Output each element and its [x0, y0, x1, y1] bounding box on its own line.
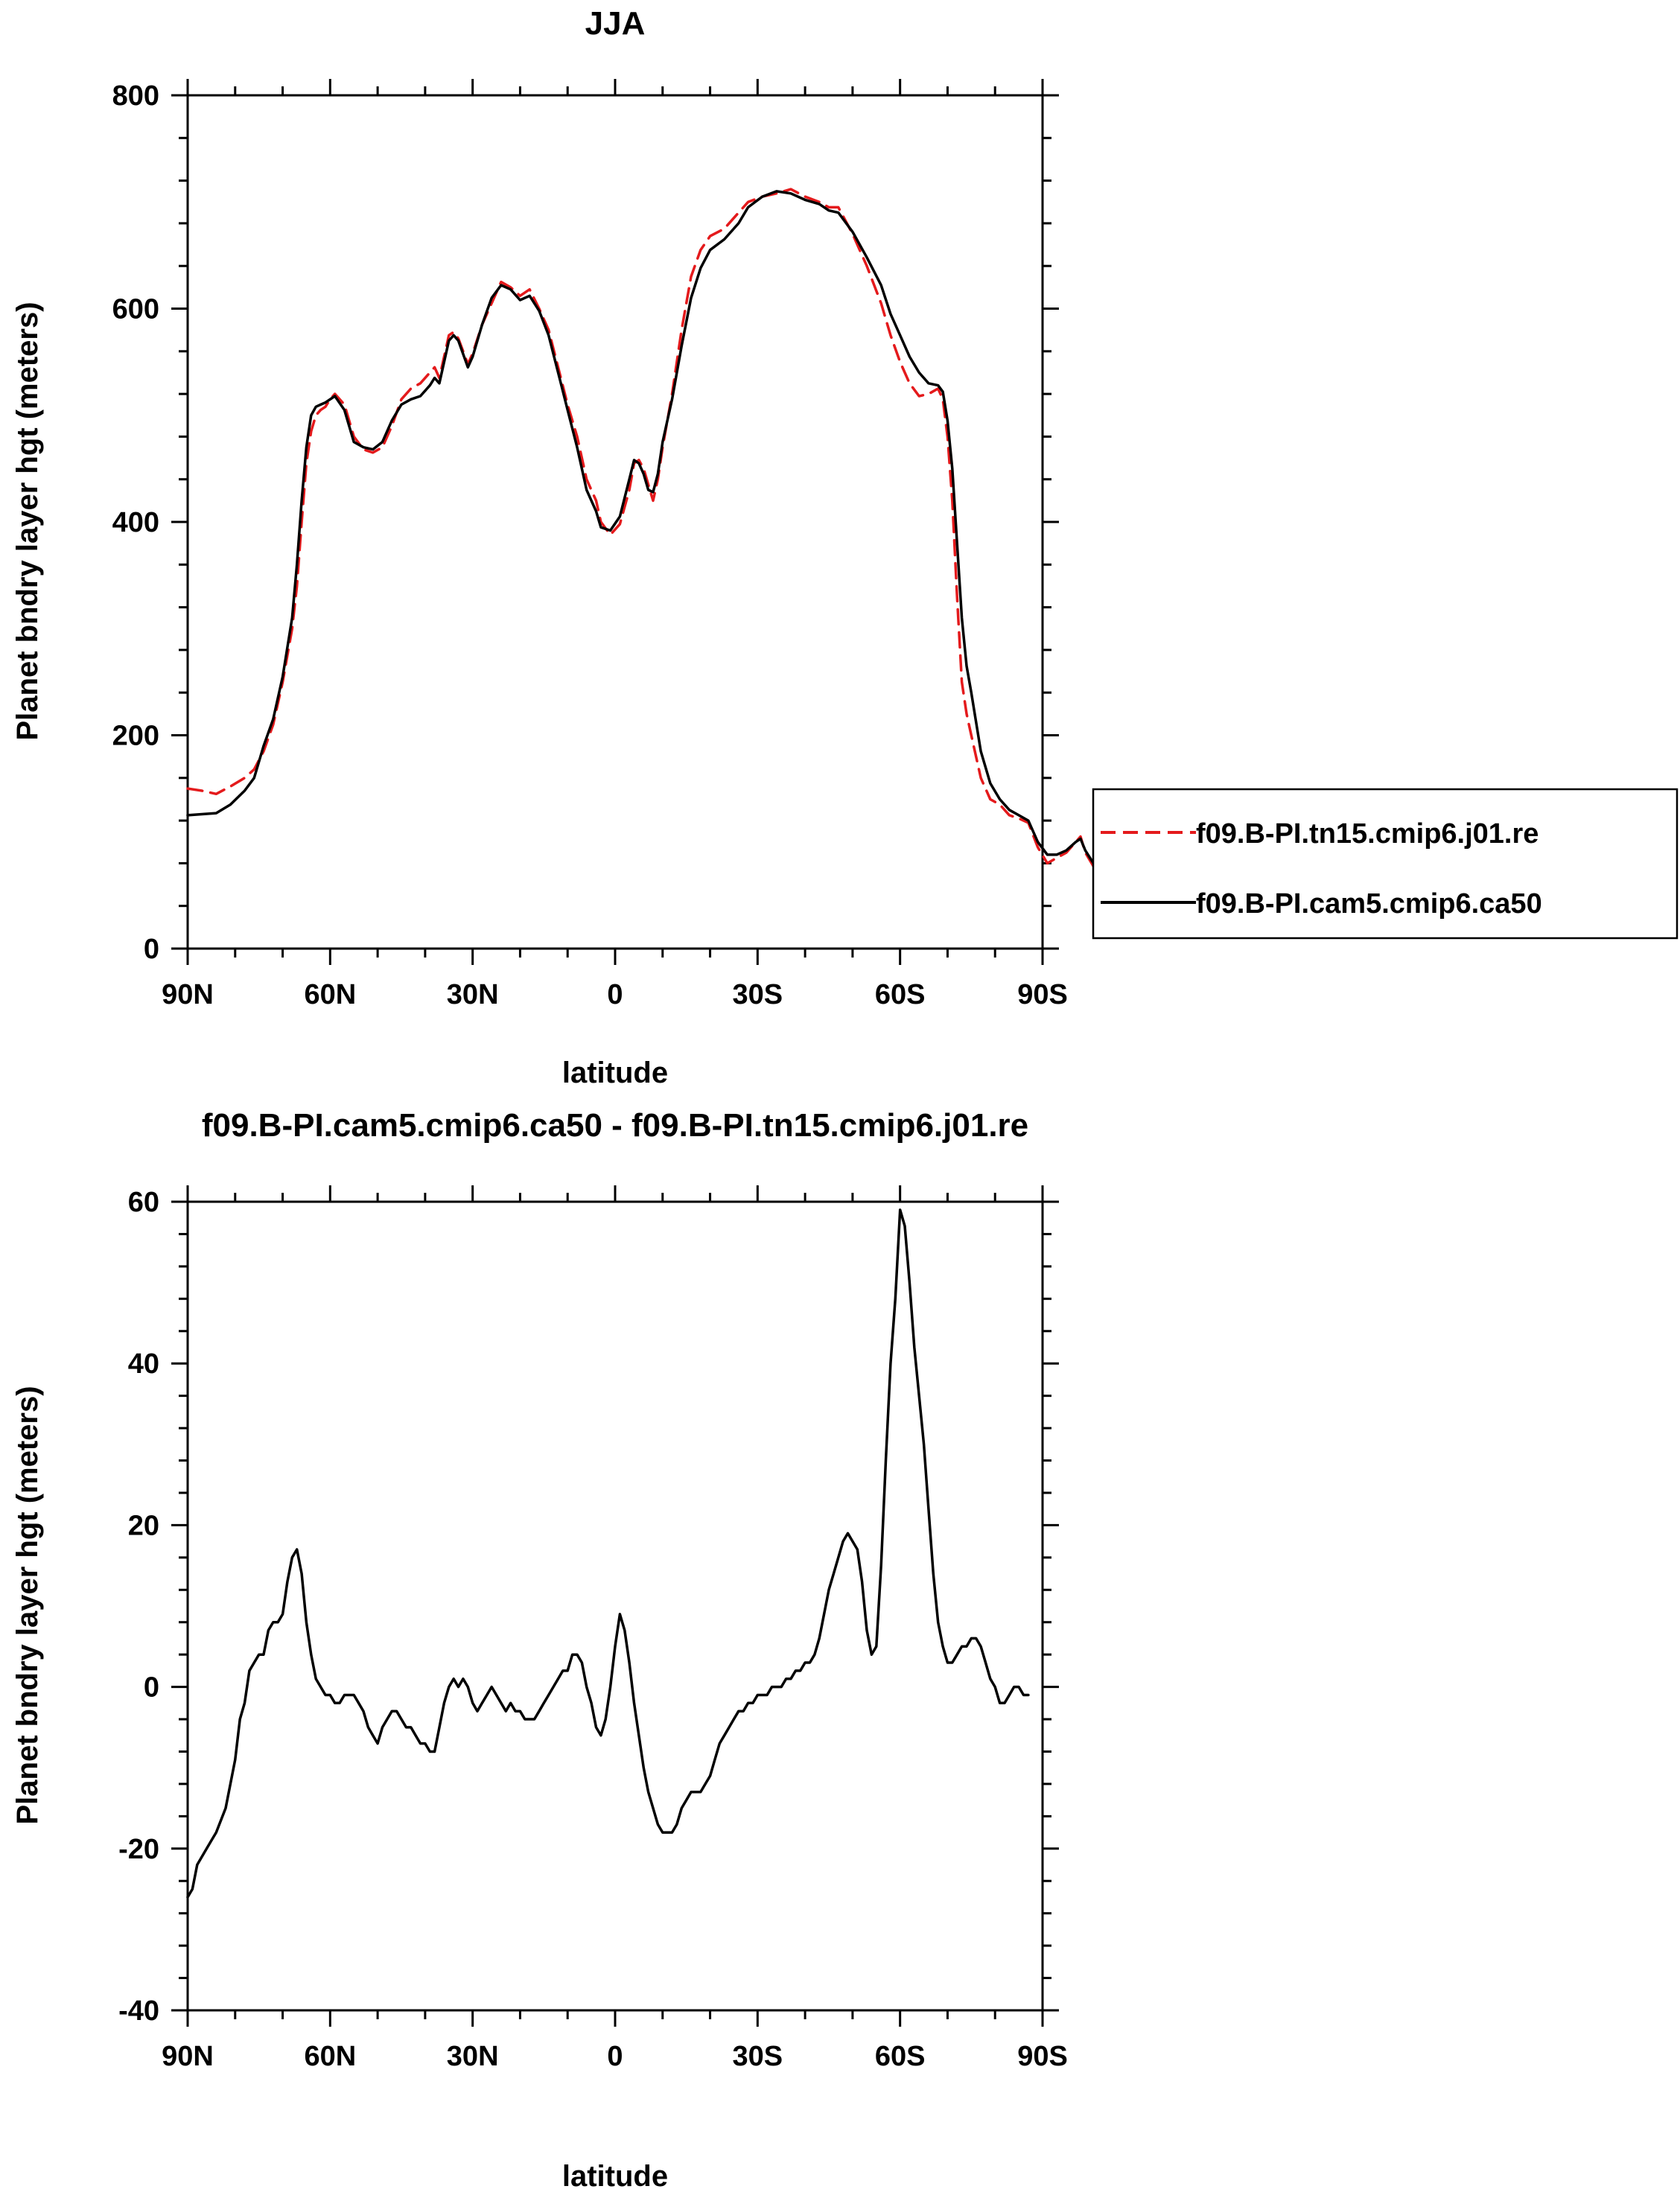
legend-box [1092, 788, 1679, 940]
x-tick-label: 60S [875, 979, 926, 1010]
bottom-chart-series-1-line [186, 1208, 1030, 1899]
bottom-chart-lines [186, 1208, 1030, 1899]
bottom-chart-y-axis-label: Planet bndry layer hgt (meters) [11, 1386, 44, 1824]
top-chart-y-tick-labels: 0 200 400 600 800 [112, 80, 159, 965]
y-tick-label: -20 [118, 1834, 159, 1865]
x-tick-label: 90S [1017, 2041, 1068, 2072]
x-tick-label: 60N [304, 2041, 356, 2072]
bottom-chart-panel: f09.B-PI.cam5.cmip6.ca50 - f09.B-PI.tn15… [11, 1107, 1068, 2192]
top-chart-title: JJA [585, 5, 646, 42]
top-chart-lines [186, 188, 1116, 888]
y-tick-label: 600 [112, 294, 159, 325]
x-tick-label: 0 [607, 979, 623, 1010]
x-tick-label: 60S [875, 2041, 926, 2072]
bottom-chart-title: f09.B-PI.cam5.cmip6.ca50 - f09.B-PI.tn15… [202, 1107, 1028, 1144]
bottom-chart-plot-frame [186, 1200, 1044, 2012]
x-tick-label: 30N [447, 2041, 499, 2072]
x-tick-label: 90S [1017, 979, 1068, 1010]
bottom-chart-x-axis-label: latitude [562, 2160, 668, 2192]
y-tick-label: 0 [144, 934, 159, 965]
top-chart-x-tick-labels: 90N 60N 30N 0 30S 60S 90S [162, 979, 1068, 1010]
legend-label-series-1: f09.B-PI.tn15.cmip6.j01.re [1196, 818, 1539, 850]
legend: f09.B-PI.tn15.cmip6.j01.re f09.B-PI.cam5… [1092, 788, 1679, 940]
top-chart-series-1-line [186, 188, 1116, 888]
x-tick-label: 90N [162, 979, 214, 1010]
top-chart-panel: JJA 90N 60N 30N 0 30S 60S 90S 0 200 400 600 800 la… [11, 5, 1679, 1089]
y-tick-label: 20 [128, 1510, 159, 1541]
x-tick-label: 30N [447, 979, 499, 1010]
legend-label-series-2: f09.B-PI.cam5.cmip6.ca50 [1196, 888, 1542, 920]
x-tick-label: 0 [607, 2041, 623, 2072]
y-tick-label: 0 [144, 1672, 159, 1704]
top-chart-ticks [171, 79, 1059, 965]
bottom-chart-y-tick-labels: -40 -20 0 20 40 60 [118, 1187, 159, 2027]
x-tick-label: 60N [304, 979, 356, 1010]
x-tick-label: 30S [733, 979, 783, 1010]
bottom-chart-x-tick-labels: 90N 60N 30N 0 30S 60S 90S [162, 2041, 1068, 2072]
top-chart-y-axis-label: Planet bndry layer hgt (meters) [11, 302, 44, 740]
x-tick-label: 90N [162, 2041, 214, 2072]
y-tick-label: -40 [118, 1995, 159, 2027]
top-chart-series-2-line [186, 190, 1116, 888]
y-tick-label: 200 [112, 721, 159, 752]
bottom-chart-ticks [171, 1185, 1059, 2027]
y-tick-label: 400 [112, 507, 159, 538]
top-chart-x-axis-label: latitude [562, 1057, 668, 1089]
y-tick-label: 40 [128, 1348, 159, 1380]
y-tick-label: 800 [112, 80, 159, 112]
x-tick-label: 30S [733, 2041, 783, 2072]
y-tick-label: 60 [128, 1187, 159, 1218]
